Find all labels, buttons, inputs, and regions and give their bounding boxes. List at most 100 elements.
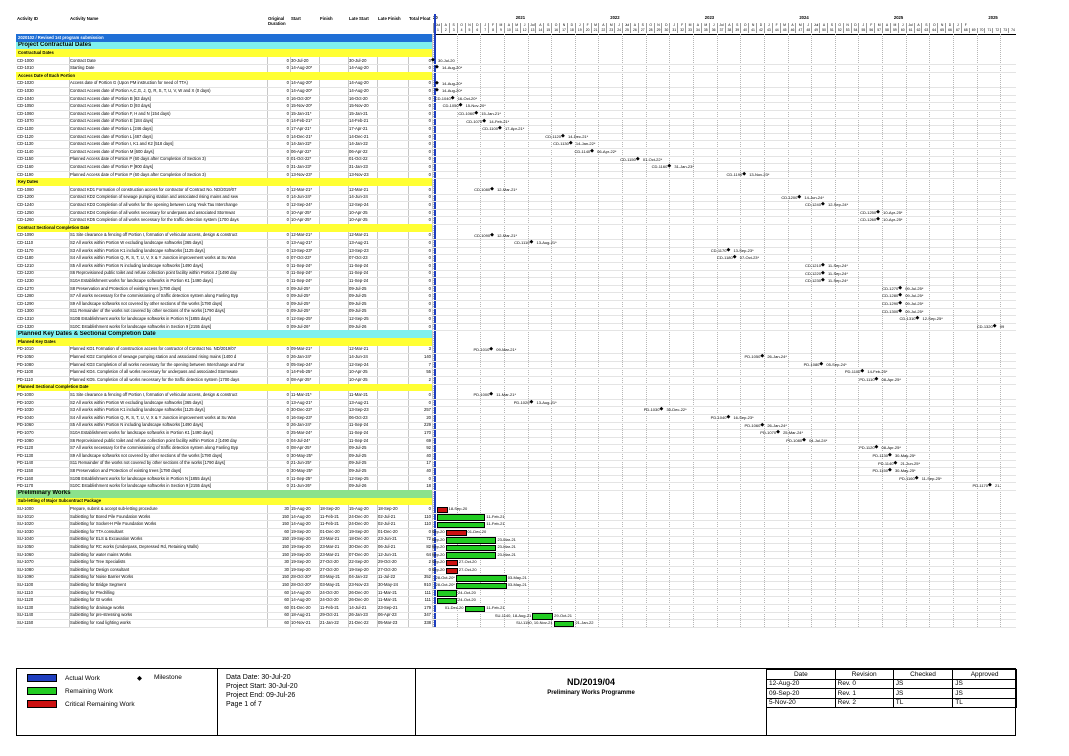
gantt-bar[interactable] [445, 529, 467, 536]
milestone-icon[interactable]: ◆ [635, 155, 640, 162]
milestone-icon[interactable]: ◆ [876, 216, 880, 223]
gantt-bar[interactable] [445, 559, 458, 567]
activity-row[interactable]: CD-1210 S5 All works within Portion N inc… [16, 262, 1016, 271]
activity-row[interactable]: CD-1070 Contract Access date of Portion E… [16, 118, 1016, 127]
gantt-bar[interactable] [455, 575, 507, 582]
milestone-icon[interactable]: ◆ [489, 391, 494, 398]
activity-row[interactable]: SU-1040 Subletting for ELS & Excavation W… [16, 536, 1016, 545]
milestone-icon[interactable]: ◆ [820, 262, 825, 268]
gantt-bar[interactable] [553, 620, 575, 628]
milestone-icon[interactable]: ◆ [820, 269, 825, 276]
activity-row[interactable]: CD-1030 Contract Access date of Portion A… [16, 87, 1016, 96]
activity-row[interactable]: CD-1240 Contract KD3 Completion of all wo… [16, 201, 1016, 210]
activity-row[interactable]: PD-1100 Planned KD4. Completion of all wo… [16, 368, 1016, 377]
activity-row[interactable]: CD-1300 S11 Remainder of the works not co… [16, 308, 1016, 317]
milestone-icon[interactable]: ◆ [820, 201, 825, 208]
milestone-icon[interactable]: ◆ [742, 170, 747, 177]
activity-row[interactable]: CD-1270 S8 Preservation and Protection of… [16, 285, 1016, 294]
milestone-icon[interactable]: ◆ [819, 360, 824, 367]
activity-row[interactable]: CD-1230 S10A Establishment works for land… [16, 277, 1016, 286]
gantt-bar[interactable] [436, 521, 486, 529]
activity-row[interactable]: CD-1220 S6 Reprovisioned public toilet an… [16, 270, 1016, 279]
activity-row[interactable]: CD-1110 S2 All works within Portion W exc… [16, 239, 1016, 248]
milestone-icon[interactable]: ◆ [732, 254, 737, 261]
milestone-icon[interactable]: ◆ [992, 322, 997, 329]
activity-row[interactable]: CD-1090 S1 Site clearance & fencing off P… [16, 232, 1016, 241]
gantt-bar[interactable] [464, 605, 486, 612]
activity-row[interactable]: CD-1000 Contract Date 0 30-Jul-20 30-Jul-20 0… [16, 57, 1016, 66]
milestone-icon[interactable]: ◆ [434, 79, 439, 86]
gantt-bar[interactable] [445, 537, 497, 544]
activity-row[interactable]: CD-1310 S10B Establishment works for land… [16, 315, 1016, 324]
milestone-icon[interactable]: ◆ [458, 102, 463, 109]
activity-row[interactable]: CD-1130 Contract Access date of Portion I… [16, 140, 1016, 149]
activity-row[interactable]: SU-1150 Subletting for road lighting work… [16, 619, 1016, 628]
col-late-finish[interactable]: Late Finish [378, 16, 401, 21]
activity-row[interactable]: CD-1320 S10C Establishment works for land… [16, 323, 1016, 332]
milestone-icon[interactable]: ◆ [490, 231, 494, 238]
activity-row[interactable]: SU-1060 Subletting for water mains Works 1… [16, 551, 1016, 560]
gantt-bar[interactable] [532, 613, 554, 620]
activity-row[interactable]: PD-1080 S6 Reprovisioned public toilet an… [16, 437, 1016, 446]
milestone-icon[interactable]: ◆ [776, 429, 780, 436]
activity-row[interactable]: CD-1260 Contract KD5 Completion of all wo… [16, 216, 1016, 225]
activity-row[interactable]: CD-1190 Planned Access date of Portion P … [16, 171, 1016, 180]
activity-row[interactable]: CD-1140 Contract Access date of Portion M… [16, 148, 1016, 157]
activity-row[interactable]: SU-1000 Prepare, submit & accept sub-lett… [16, 505, 1016, 514]
milestone-icon[interactable]: ◆ [876, 208, 880, 215]
activity-row[interactable]: PD-1040 S4 All works within Portion Q, R,… [16, 414, 1016, 423]
activity-row[interactable]: CD-1170 S3 All works within Portion K1 in… [16, 247, 1016, 256]
gantt-bar[interactable] [436, 590, 458, 597]
activity-row[interactable]: CD-1010 Starting Date 0 14-Aug-20* 14-Aug-20… [16, 64, 1016, 73]
activity-row[interactable]: PD-1020 S2 All works within Portion W exc… [16, 399, 1016, 408]
activity-row[interactable]: CD-1150 Planned Access date of Portion P … [16, 156, 1016, 165]
activity-row[interactable]: SU-1100 Subletting for Bridge Segment 150 2… [16, 581, 1016, 590]
activity-row[interactable]: SU-1030 Subletting for TTA consultant 60 19… [16, 528, 1016, 537]
activity-row[interactable]: PD-1010 Planned KD1 Formation of construc… [16, 346, 1016, 355]
milestone-icon[interactable]: ◆ [434, 64, 439, 71]
milestone-icon[interactable]: ◆ [497, 125, 502, 132]
activity-row[interactable]: PD-1110 Planned KD5. Completion of all wo… [16, 376, 1016, 385]
activity-row[interactable]: PD-1130 S9 All landscape softworks not co… [16, 452, 1016, 461]
milestone-icon[interactable]: ◆ [529, 398, 534, 405]
milestone-icon[interactable]: ◆ [726, 246, 731, 253]
col-late-start[interactable]: Late Start [349, 16, 369, 21]
milestone-icon[interactable]: ◆ [659, 406, 664, 413]
gantt-bar[interactable] [445, 567, 458, 574]
milestone-icon[interactable]: ◆ [860, 368, 865, 375]
activity-row[interactable]: CD-1160 Contract Access date of Portion P… [16, 163, 1016, 172]
activity-row[interactable]: PD-1160 S10B Establishment works for land… [16, 475, 1016, 484]
activity-row[interactable]: CD-1120 Contract Access date of Portion L… [16, 133, 1016, 142]
gantt-bar[interactable] [445, 552, 497, 559]
milestone-icon[interactable]: ◆ [450, 94, 455, 101]
activity-row[interactable]: PD-1120 S7 All works necessary for the co… [16, 444, 1016, 453]
milestone-icon[interactable]: ◆ [915, 315, 920, 322]
milestone-icon[interactable]: ◆ [590, 148, 594, 154]
activity-row[interactable]: SU-1020 Subletting for Socket-H Pile Foun… [16, 520, 1016, 529]
milestone-icon[interactable]: ◆ [887, 467, 892, 474]
activity-row[interactable]: SU-1130 Subletting for drainage works 60 01… [16, 604, 1016, 613]
activity-row[interactable]: PD-1030 S3 All works within Portion K1 in… [16, 406, 1016, 415]
milestone-icon[interactable]: ◆ [667, 163, 672, 170]
milestone-icon[interactable]: ◆ [988, 482, 992, 489]
activity-row[interactable]: PD-1140 S11 Remainder of the works not co… [16, 460, 1016, 469]
activity-row[interactable]: CD-1060 Contract Access date of Portion F… [16, 110, 1016, 119]
activity-row[interactable]: CD-1200 Contract KD2 Completion of sewage… [16, 194, 1016, 203]
activity-row[interactable]: CD-1100 Contract Access date of Portion L… [16, 125, 1016, 134]
milestone-icon[interactable]: ◆ [898, 284, 903, 291]
milestone-icon[interactable]: ◆ [898, 300, 903, 306]
col-original-duration[interactable]: Original Duration [268, 16, 286, 26]
activity-row[interactable]: PD-1000 S1 Site clearance & fencing off P… [16, 391, 1016, 400]
milestone-icon[interactable]: ◆ [797, 193, 802, 200]
col-start[interactable]: Start [291, 16, 301, 21]
milestone-icon[interactable]: ◆ [431, 56, 435, 63]
activity-row[interactable]: CD-1250 Contract KD4 Completion of all wo… [16, 209, 1016, 218]
milestone-icon[interactable]: ◆ [760, 421, 765, 428]
activity-row[interactable]: SU-1140 Subletting for pre-stressing work… [16, 612, 1016, 621]
activity-row[interactable]: CD-1080 Contract KD1 Formation of constru… [16, 186, 1016, 195]
gantt-bar[interactable] [436, 506, 448, 514]
milestone-icon[interactable]: ◆ [474, 110, 479, 116]
col-total-float[interactable]: Total Float [409, 16, 431, 21]
milestone-icon[interactable]: ◆ [434, 87, 439, 94]
activity-row[interactable]: SU-1110 Subletting for Predrilling 60 14-Au… [16, 589, 1016, 598]
